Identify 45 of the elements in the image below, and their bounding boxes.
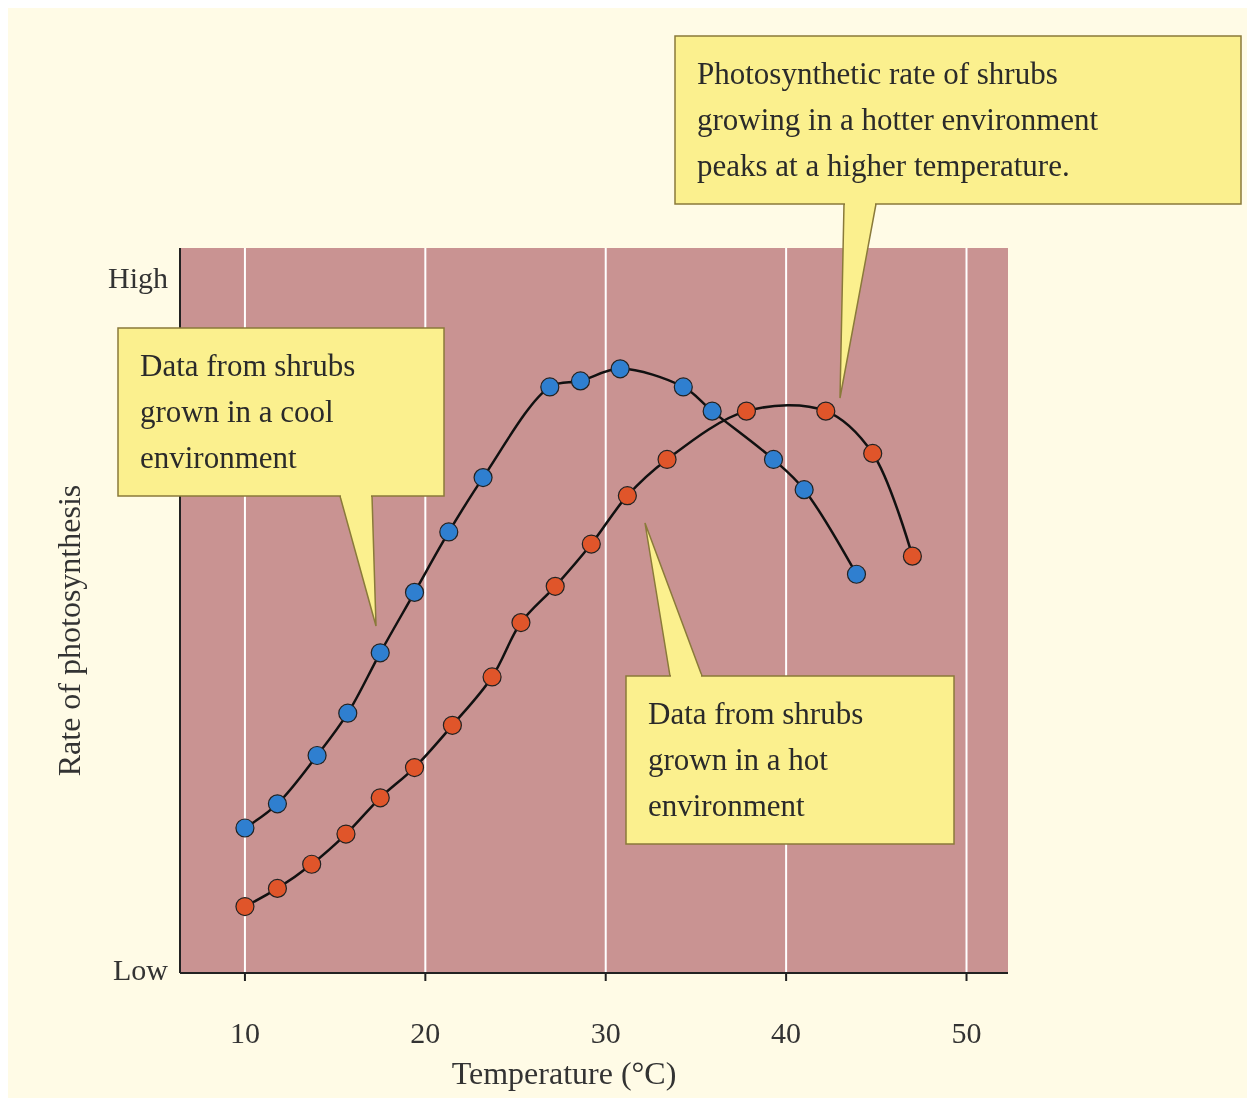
- text: Low: [113, 953, 169, 986]
- x-tick-label: 50: [951, 1016, 982, 1049]
- point: [370, 788, 390, 808]
- point: [794, 480, 814, 500]
- point: [570, 371, 591, 391]
- point: [235, 818, 255, 838]
- point: [267, 878, 288, 899]
- text: Photosynthetic rate of shrubs growing in a hotter environment peaks at a higher temperature.: [697, 56, 1099, 183]
- point: [581, 534, 601, 554]
- x-axis-title: Temperature (°C): [451, 1055, 677, 1091]
- point: [511, 612, 531, 633]
- point: [736, 401, 757, 421]
- point: [235, 896, 255, 917]
- point: [473, 467, 493, 488]
- point: [439, 522, 459, 542]
- point: [763, 449, 784, 470]
- text: High: [108, 261, 168, 294]
- point: [404, 757, 425, 778]
- point: [673, 377, 693, 397]
- point: [336, 824, 356, 844]
- annotation: Data from shrubs grown in a hot environment: [648, 696, 864, 823]
- point: [404, 582, 425, 602]
- point: [902, 546, 922, 566]
- y-axis-title: Rate of photosynthesis: [51, 484, 87, 777]
- x-tick-label: 20: [410, 1016, 441, 1049]
- point: [816, 401, 836, 421]
- x-tick-label: 40: [771, 1016, 802, 1049]
- point: [702, 401, 722, 421]
- point: [302, 854, 322, 874]
- point: [540, 377, 560, 397]
- point: [338, 703, 358, 723]
- point: [307, 745, 327, 766]
- point: [617, 486, 637, 506]
- annotation: Data from shrubs grown in a cool environment: [140, 348, 356, 475]
- point: [863, 443, 883, 464]
- point: [610, 359, 630, 379]
- point: [442, 715, 462, 735]
- point: [545, 576, 565, 596]
- point: [657, 449, 677, 470]
- point: [846, 564, 867, 584]
- point: [370, 643, 390, 663]
- point: [482, 667, 502, 687]
- point: [267, 794, 288, 814]
- x-tick-label: 30: [590, 1016, 621, 1049]
- x-tick-label: 10: [229, 1016, 260, 1049]
